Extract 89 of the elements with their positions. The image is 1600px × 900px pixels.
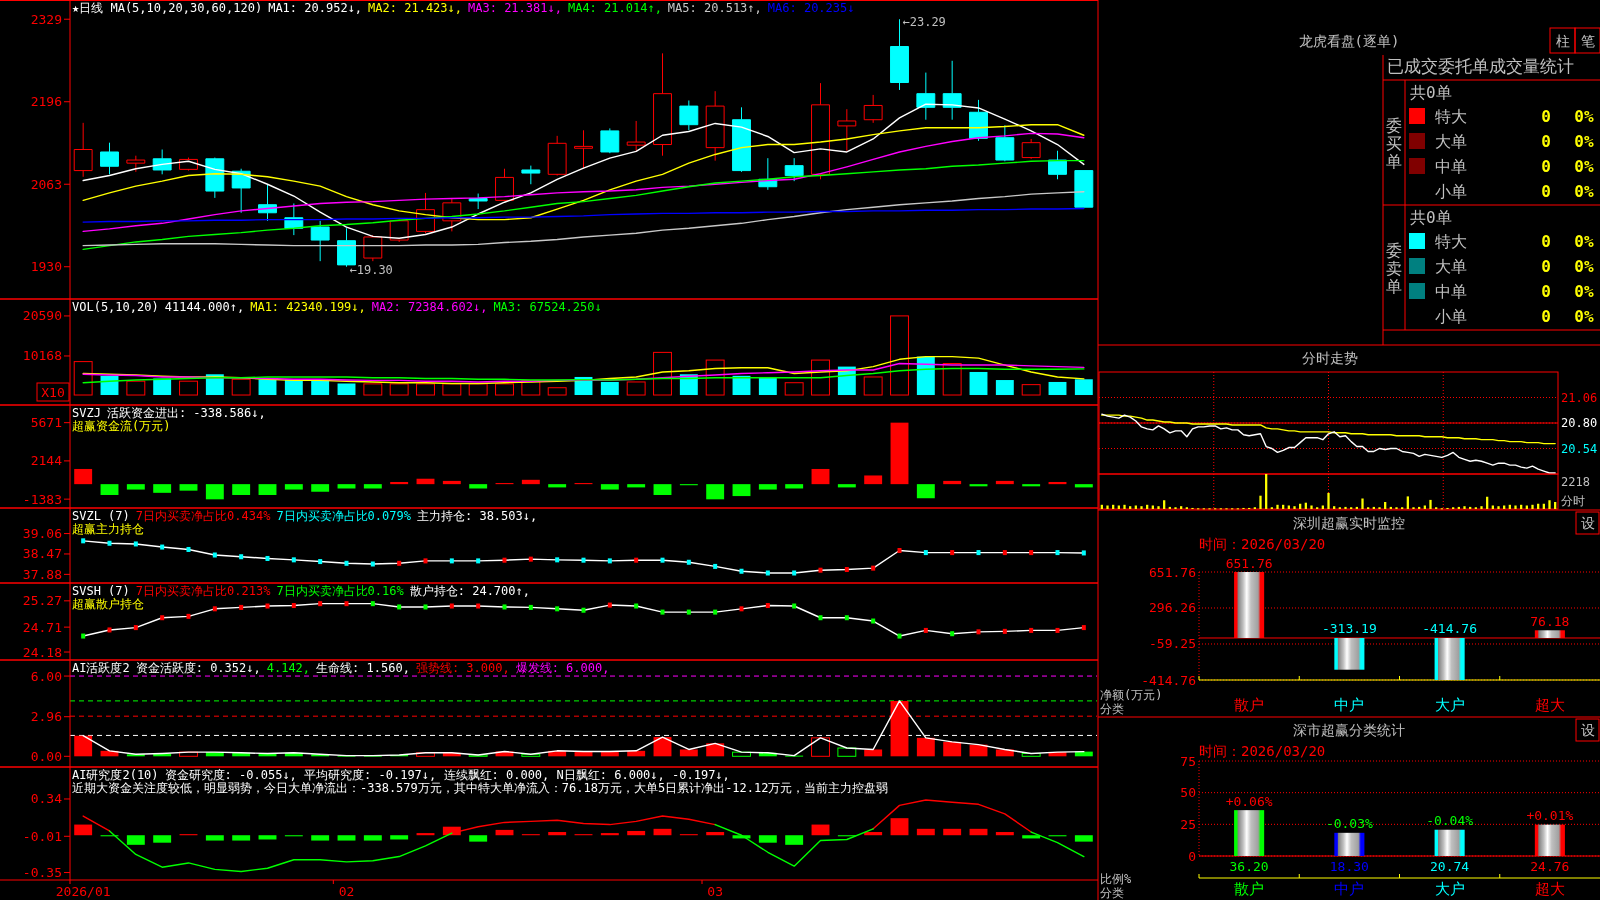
x-axis-title: 分类 (1100, 702, 1124, 716)
x-tick-label: 超大 (1534, 696, 1565, 714)
y-tick-label: 6.00 (30, 668, 62, 684)
category-label: 小单 (1435, 181, 1467, 201)
y-tick-label: 39.06 (22, 526, 62, 542)
y-tick-label: 651.76 (1149, 564, 1196, 580)
data-label: 0 (1541, 181, 1551, 201)
y-axis-title: 净额(万元) (1100, 688, 1163, 702)
text: 龙虎看盘(逐单) (1298, 33, 1400, 49)
data-label: 0 (1541, 231, 1551, 251)
chart-title: 深市超赢分类统计 (1293, 722, 1405, 738)
y-tick-label: 38.47 (22, 546, 62, 562)
x-axis-title: 分类 (1100, 886, 1124, 900)
y-tick-label: 0.00 (30, 748, 62, 764)
annotation: -0.04% (1426, 813, 1474, 829)
y-tick-label: -0.01 (22, 828, 62, 844)
y-tick-label: 75 (1180, 753, 1196, 769)
text: 笔 (1580, 33, 1595, 49)
data-label: 24.76 (1530, 858, 1570, 874)
chart-subtitle: 时间：2026/03/20 (1199, 743, 1326, 759)
data-label: 0 (1541, 281, 1551, 301)
data-label: 36.20 (1229, 858, 1269, 874)
y-tick-label: 25 (1180, 816, 1196, 832)
x-tick-label: 散户 (1234, 880, 1265, 898)
data-label: 20.74 (1430, 858, 1470, 874)
text: 柱 (1555, 33, 1570, 49)
y-tick-label: 2144 (30, 453, 63, 469)
x-tick-label: 中户 (1334, 880, 1365, 898)
data-label: 651.76 (1225, 555, 1273, 571)
y-tick-label: 20.54 (1561, 441, 1598, 456)
text: 2218 (1561, 475, 1590, 489)
category-label: 中单 (1435, 156, 1467, 176)
x-tick-label: 散户 (1234, 696, 1265, 714)
y-tick-label: 0.34 (30, 791, 63, 807)
category-label: 大单 (1435, 256, 1467, 276)
y-tick-label: 25.27 (22, 593, 62, 609)
y-tick-label: 20.80 (1561, 416, 1598, 430)
y-tick-label: 5671 (30, 415, 62, 431)
category-label: 特大 (1435, 106, 1467, 126)
category-label: 大单 (1435, 131, 1467, 151)
data-label: 76.18 (1530, 613, 1570, 629)
chart-title: 深圳超赢实时监控 (1293, 515, 1405, 531)
data-label: 18.30 (1329, 858, 1369, 874)
chart-title: 分时走势 (1302, 350, 1358, 366)
y-tick-label: 50 (1180, 785, 1196, 801)
annotation: +0.01% (1526, 808, 1574, 824)
y-tick-label: 21.06 (1561, 390, 1598, 405)
text: 已成交委托单成交量统计 (1387, 56, 1574, 76)
y-tick-label: 2.96 (30, 709, 62, 725)
text: 委买单 (1386, 115, 1402, 171)
data-label: -313.19 (1321, 621, 1377, 637)
category-label: 特大 (1435, 231, 1467, 251)
data-label: -414.76 (1422, 621, 1478, 637)
y-tick-label: 0 (1188, 848, 1196, 864)
y-tick-label: 10168 (22, 348, 62, 364)
annotation: +0.06% (1225, 793, 1273, 809)
chart-subtitle: 时间：2026/03/20 (1199, 536, 1326, 552)
x-tick-label: 中户 (1334, 696, 1365, 714)
annotation: -0.03% (1325, 816, 1374, 832)
x-tick-label: 大户 (1434, 696, 1465, 714)
text: 分时 (1561, 494, 1585, 508)
x-tick-label: 大户 (1434, 880, 1465, 898)
y-tick-label: -1383 (22, 491, 62, 507)
y-tick-label: 296.26 (1149, 600, 1196, 616)
y-axis-title: 比例% (1100, 872, 1132, 886)
data-label: 0 (1541, 106, 1551, 126)
data-label: 0 (1541, 156, 1551, 176)
y-tick-label: 1930 (30, 259, 62, 275)
data-label: 0 (1541, 306, 1551, 326)
x-tick-label: 超大 (1534, 880, 1565, 898)
category-label: 中单 (1435, 281, 1467, 301)
text: 委卖单 (1386, 240, 1402, 296)
y-tick-label: 37.88 (22, 566, 62, 582)
y-tick-label: 2329 (30, 11, 62, 27)
y-tick-label: -0.35 (22, 865, 62, 881)
data-label: 0 (1541, 256, 1551, 276)
y-tick-label: 2196 (30, 94, 62, 110)
y-tick-label: 24.18 (22, 644, 62, 660)
y-tick-label: -59.25 (1149, 636, 1196, 652)
data-label: 0 (1541, 131, 1551, 151)
category-label: 小单 (1435, 306, 1467, 326)
text: 设 (1580, 722, 1595, 738)
text: 共0单 (1410, 82, 1452, 102)
text: 共0单 (1410, 207, 1452, 227)
y-tick-label: 2063 (30, 176, 62, 192)
y-tick-label: 20590 (22, 308, 62, 324)
y-tick-label: -414.76 (1141, 672, 1196, 688)
text: 设 (1580, 515, 1595, 531)
y-tick-label: 24.71 (22, 619, 62, 635)
